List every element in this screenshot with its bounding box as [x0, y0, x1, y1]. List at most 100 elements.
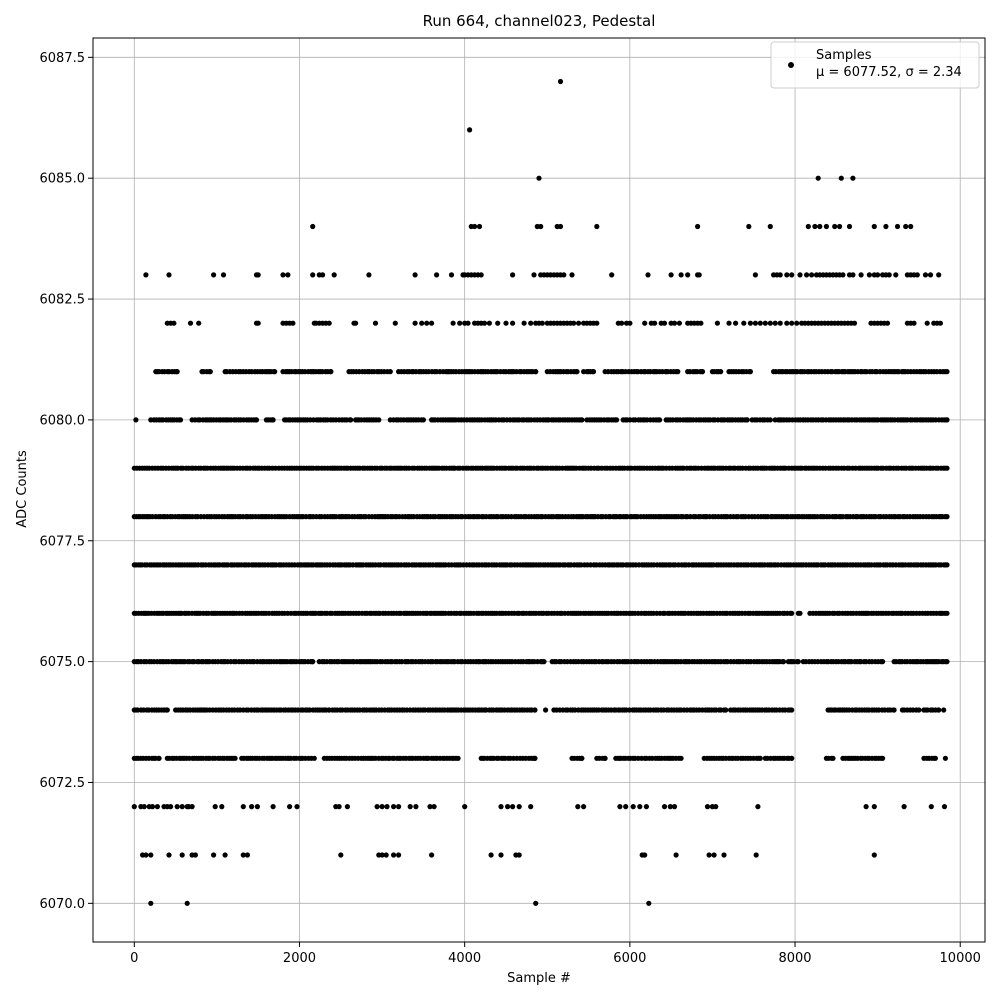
data-point	[944, 659, 950, 665]
data-point	[353, 320, 359, 326]
data-point	[757, 320, 763, 326]
data-point	[661, 320, 668, 326]
data-point	[630, 804, 636, 810]
data-point	[249, 804, 255, 810]
data-point	[240, 852, 246, 858]
data-point	[338, 852, 344, 858]
data-point	[594, 320, 600, 326]
data-point	[661, 804, 668, 810]
data-point	[557, 223, 564, 230]
data-point	[936, 272, 942, 278]
chart-title: Run 664, channel023, Pedestal	[423, 12, 656, 30]
data-point	[486, 320, 492, 326]
data-point	[429, 852, 435, 858]
data-point	[531, 272, 537, 278]
data-point	[866, 272, 873, 278]
y-tick-label: 6075.0	[40, 655, 86, 670]
data-point	[521, 320, 527, 326]
data-point	[569, 272, 575, 278]
data-point	[148, 900, 154, 906]
data-point	[642, 320, 648, 326]
data-point	[207, 369, 213, 375]
data-point	[941, 804, 948, 810]
data-point	[533, 900, 539, 906]
data-point	[488, 852, 494, 858]
data-point	[396, 852, 402, 858]
data-point	[427, 804, 433, 810]
data-point	[270, 417, 276, 423]
data-point	[797, 610, 803, 616]
data-point	[944, 465, 950, 471]
data-point	[744, 417, 750, 423]
data-point	[746, 223, 752, 230]
data-point	[762, 320, 768, 326]
data-point	[916, 707, 922, 713]
data-point	[472, 223, 478, 230]
data-point	[627, 320, 633, 326]
data-point	[695, 223, 701, 230]
data-point	[830, 755, 836, 761]
data-point	[614, 417, 620, 423]
data-point	[675, 369, 681, 375]
data-point	[576, 320, 582, 326]
data-point	[541, 659, 547, 665]
data-point	[891, 707, 897, 713]
data-point	[328, 369, 334, 375]
x-axis-label: Sample #	[507, 971, 571, 986]
data-point	[780, 659, 787, 665]
data-point	[642, 852, 648, 858]
data-point	[465, 320, 471, 326]
data-point	[784, 320, 790, 326]
data-point	[379, 852, 385, 858]
data-point	[884, 320, 891, 326]
data-point	[850, 272, 856, 278]
data-point	[285, 272, 291, 278]
data-point	[168, 804, 174, 810]
data-point	[924, 320, 930, 326]
data-point	[498, 852, 504, 858]
data-point	[164, 707, 170, 713]
y-tick-label: 6080.0	[40, 413, 86, 428]
data-point	[419, 320, 425, 326]
data-point	[579, 417, 585, 423]
data-point	[219, 804, 225, 810]
data-point	[752, 272, 759, 278]
data-point	[179, 852, 185, 858]
x-tick-label: 0	[130, 951, 138, 966]
data-point	[668, 272, 674, 278]
data-point	[476, 223, 483, 230]
data-point	[434, 272, 440, 278]
data-point	[908, 223, 914, 230]
data-point	[667, 804, 673, 810]
data-point	[696, 272, 702, 278]
y-tick-label: 6085.0	[40, 172, 86, 187]
data-point	[767, 223, 773, 230]
data-point	[255, 320, 261, 326]
data-point	[557, 78, 564, 85]
data-point	[815, 175, 821, 181]
data-point	[594, 223, 600, 230]
data-point	[602, 755, 608, 761]
data-point	[384, 804, 390, 810]
data-point	[772, 320, 778, 326]
data-point	[789, 755, 795, 761]
data-point	[311, 755, 317, 761]
data-point	[310, 272, 316, 278]
data-point	[789, 320, 795, 326]
data-point	[871, 223, 877, 230]
x-tick-label: 4000	[448, 951, 481, 966]
data-point	[387, 369, 393, 375]
data-point	[412, 272, 418, 278]
data-point	[805, 223, 811, 230]
data-point	[747, 320, 754, 326]
y-tick-label: 6082.5	[40, 293, 86, 308]
x-tick-label: 8000	[778, 951, 811, 966]
data-point	[817, 223, 823, 230]
data-point	[240, 804, 246, 810]
data-point	[944, 369, 950, 375]
data-point	[211, 272, 217, 278]
data-point	[174, 369, 180, 375]
data-point	[571, 320, 577, 326]
data-point	[894, 223, 901, 230]
legend: Samples μ = 6077.52, σ = 2.34	[770, 41, 980, 89]
